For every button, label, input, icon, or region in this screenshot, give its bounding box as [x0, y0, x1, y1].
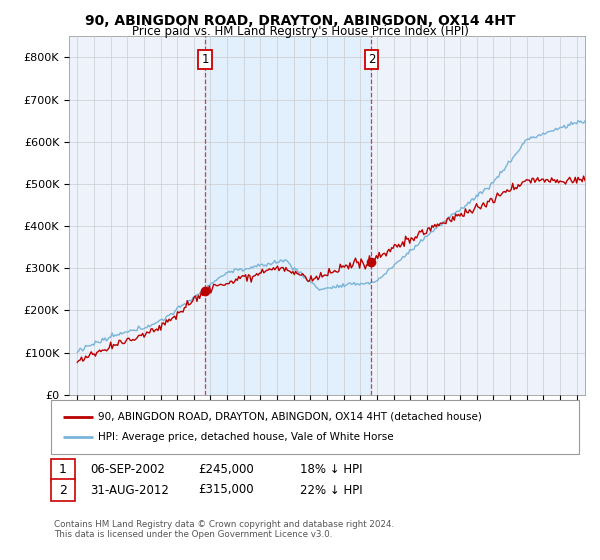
Text: 22% ↓ HPI: 22% ↓ HPI	[300, 483, 362, 497]
Text: HPI: Average price, detached house, Vale of White Horse: HPI: Average price, detached house, Vale…	[98, 432, 394, 442]
Bar	[205, 36, 371, 395]
Text: Price paid vs. HM Land Registry's House Price Index (HPI): Price paid vs. HM Land Registry's House …	[131, 25, 469, 38]
Text: £245,000: £245,000	[198, 463, 254, 476]
Text: 06-SEP-2002: 06-SEP-2002	[90, 463, 165, 476]
Text: 90, ABINGDON ROAD, DRAYTON, ABINGDON, OX14 4HT (detached house): 90, ABINGDON ROAD, DRAYTON, ABINGDON, OX…	[98, 412, 482, 422]
Text: 18% ↓ HPI: 18% ↓ HPI	[300, 463, 362, 476]
Text: 1: 1	[201, 53, 209, 66]
Text: 31-AUG-2012: 31-AUG-2012	[90, 483, 169, 497]
Text: 2: 2	[59, 483, 67, 497]
Text: £315,000: £315,000	[198, 483, 254, 497]
Text: 90, ABINGDON ROAD, DRAYTON, ABINGDON, OX14 4HT: 90, ABINGDON ROAD, DRAYTON, ABINGDON, OX…	[85, 14, 515, 28]
Text: 2: 2	[368, 53, 375, 66]
Text: 1: 1	[59, 463, 67, 476]
Text: Contains HM Land Registry data © Crown copyright and database right 2024.
This d: Contains HM Land Registry data © Crown c…	[54, 520, 394, 539]
